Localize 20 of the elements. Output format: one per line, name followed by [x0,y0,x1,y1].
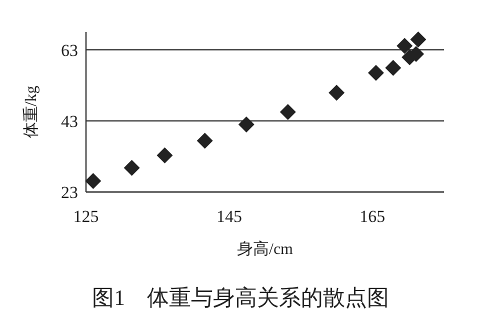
point [156,147,173,164]
point [124,160,140,176]
x-tick-label: 125 [73,207,99,226]
point [410,31,426,48]
y-tick-label: 43 [61,112,78,131]
point [368,64,384,81]
text: 图1 体重与身高关系的散点图 [92,285,389,310]
x-axis-title: 身高/cm [237,240,294,258]
x-tick-label: 165 [360,207,386,226]
point [85,172,102,189]
point [280,104,296,120]
point [385,60,402,76]
point [196,132,213,149]
y-axis-title: 体重/kg [22,86,40,138]
point [238,116,254,132]
y-tick-label: 23 [61,183,78,202]
x-tick-label: 145 [216,207,242,226]
y-tick-label: 63 [61,40,78,60]
point [396,38,413,54]
point [328,84,345,101]
